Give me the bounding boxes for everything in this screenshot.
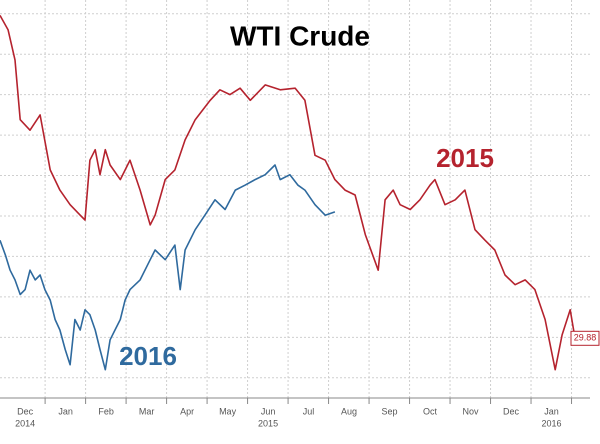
x-tick-label: Mar <box>139 406 155 416</box>
last-value-label: 29.88 <box>574 333 597 343</box>
x-tick-label: Jul <box>303 406 315 416</box>
x-year-label: 2014 <box>15 418 35 428</box>
last-value-box <box>570 330 600 346</box>
x-tick-label: Feb <box>98 406 114 416</box>
series-label: 2015 <box>436 143 494 173</box>
x-tick-label: Oct <box>423 406 438 416</box>
x-tick-label: Dec <box>503 406 520 416</box>
x-tick-label: May <box>219 406 237 416</box>
x-tick-label: Nov <box>463 406 480 416</box>
x-tick-label: Jan <box>544 406 559 416</box>
series-line <box>0 15 576 371</box>
x-tick-label: Sep <box>382 406 398 416</box>
x-year-label: 2015 <box>258 418 278 428</box>
x-year-label: 2016 <box>542 418 562 428</box>
x-tick-label: Jun <box>261 406 276 416</box>
x-tick-label: Dec <box>17 406 34 416</box>
series-label: 2016 <box>119 341 177 371</box>
chart-title: WTI Crude <box>230 20 370 51</box>
series-line <box>0 164 336 371</box>
x-tick-label: Apr <box>180 406 194 416</box>
x-tick-label: Jan <box>58 406 73 416</box>
x-tick-label: Aug <box>341 406 357 416</box>
